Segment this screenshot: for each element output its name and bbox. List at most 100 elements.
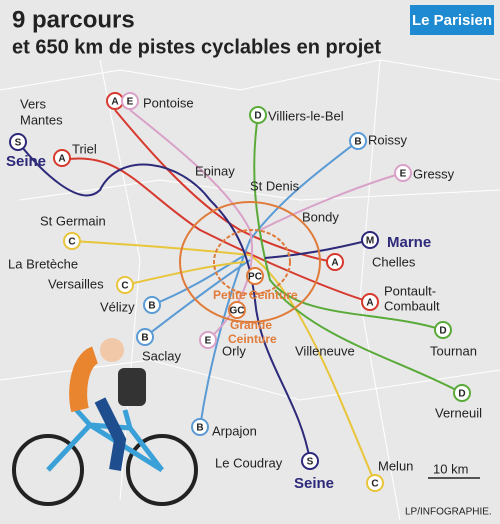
route-badge: E [199, 331, 217, 349]
subtitle: et 650 km de pistes cyclables en projet [12, 36, 381, 58]
logo-box [410, 5, 494, 35]
badge-circle [246, 267, 264, 285]
badge-circle [143, 296, 161, 314]
badge-code: E [127, 97, 134, 108]
badge-code: C [121, 281, 128, 292]
badge-circle [249, 106, 267, 124]
route-badge: D [249, 106, 267, 124]
place-label: Villiers-le-Bel [268, 108, 344, 123]
badge-circle [9, 133, 27, 151]
badge-code: B [354, 137, 361, 148]
badge-code: A [366, 298, 373, 309]
badge-circle [361, 231, 379, 249]
route-a [114, 109, 336, 263]
title: 9 parcours [12, 6, 135, 33]
place-label: Melun [378, 458, 413, 473]
place-label: Arpajon [212, 423, 257, 438]
route-badge: A [106, 92, 124, 110]
route-a2 [61, 157, 371, 303]
route-badge: B [191, 418, 209, 436]
badge-code: S [15, 138, 22, 149]
badge-circle [453, 384, 471, 402]
ring-name: Ceinture [228, 332, 277, 346]
place-label: Villeneuve [295, 343, 355, 358]
badge-code: B [148, 301, 155, 312]
route-s [17, 141, 311, 462]
badge-code: M [366, 236, 374, 247]
badge-circle [301, 452, 319, 470]
place-label: Versailles [48, 276, 104, 291]
place-label: St Germain [40, 213, 106, 228]
badge-code: D [458, 389, 465, 400]
place-label: Epinay [195, 163, 235, 178]
route-badge: D [434, 321, 452, 339]
route-badge: E [121, 92, 139, 110]
badge-circle [326, 253, 344, 271]
route-badge: E [394, 164, 412, 182]
badge-code: B [141, 333, 148, 344]
badge-code: C [371, 479, 378, 490]
place-label: Verneuil [435, 405, 482, 420]
place-label: Vélizy [100, 299, 135, 314]
badge-circle [116, 276, 134, 294]
route-badge: GC [228, 301, 246, 319]
place-label: Bondy [302, 209, 339, 224]
route-badge: A [326, 253, 344, 271]
place-label: Combault [384, 298, 440, 313]
badge-circle [349, 132, 367, 150]
place-label: La Bretèche [8, 256, 78, 271]
route-badge: D [453, 384, 471, 402]
badge-code: S [307, 457, 314, 468]
place-label: Orly [222, 343, 246, 358]
badge-circle [136, 328, 154, 346]
badge-code: A [58, 154, 65, 165]
route-badge: S [301, 452, 319, 470]
credit: LP/INFOGRAPHIE. [405, 507, 492, 518]
badge-circle [394, 164, 412, 182]
badge-code: A [331, 258, 338, 269]
badge-code: E [205, 336, 212, 347]
place-label: Tournan [430, 343, 477, 358]
badge-code: B [196, 423, 203, 434]
badge-code: PC [248, 272, 262, 283]
badge-circle [121, 92, 139, 110]
route-d [253, 114, 444, 331]
badge-code: D [439, 326, 446, 337]
place-label: Pontoise [143, 95, 194, 110]
grande-ceinture [179, 201, 321, 323]
route-b2 [144, 254, 251, 338]
petite-ceinture [213, 229, 291, 295]
badge-circle [366, 474, 384, 492]
route-d2 [274, 289, 463, 394]
route-badge: PC [246, 267, 264, 285]
route-b [199, 140, 359, 428]
route-badge: M [361, 231, 379, 249]
scale-label: 10 km [433, 461, 468, 476]
ring-name: Grande [230, 318, 272, 332]
route-badge: B [349, 132, 367, 150]
route-badge: C [116, 276, 134, 294]
route-badge: B [143, 296, 161, 314]
place-label: Saclay [142, 348, 182, 363]
ring-name: Petite Ceinture [213, 288, 298, 302]
route-c2 [124, 261, 246, 286]
place-label: Pontault- [384, 283, 436, 298]
place-label: Seine [6, 153, 46, 170]
route-badge: A [361, 293, 379, 311]
badge-circle [361, 293, 379, 311]
route-badge: B [136, 328, 154, 346]
place-label: Le Coudray [215, 455, 283, 470]
badge-circle [199, 331, 217, 349]
place-label: Triel [72, 141, 97, 156]
route-m [264, 239, 371, 259]
place-label: Roissy [368, 132, 408, 147]
badge-circle [53, 149, 71, 167]
cyclist [12, 338, 198, 506]
place-label: Chelles [372, 254, 416, 269]
badge-code: E [400, 169, 407, 180]
badge-circle [63, 232, 81, 250]
logo: Le Parisien [412, 12, 492, 29]
route-badge: C [366, 474, 384, 492]
